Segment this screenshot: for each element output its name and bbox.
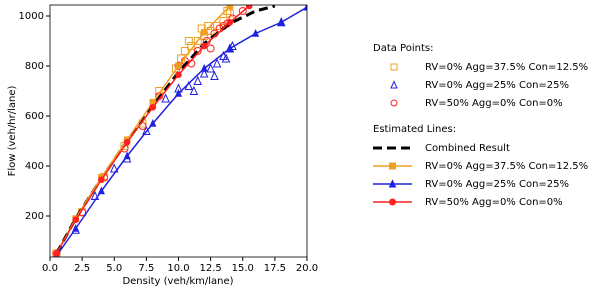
x-axis-label: Density (veh/km/lane) — [122, 276, 233, 287]
point — [193, 37, 202, 45]
legend-label: RV=0% Agg=25% Con=25% — [425, 80, 569, 91]
x-tick-label: 17.5 — [264, 263, 286, 274]
point — [221, 53, 231, 63]
point — [52, 249, 61, 257]
legend-label: RV=0% Agg=37.5% Con=12.5% — [425, 62, 588, 73]
line-marker — [200, 64, 208, 72]
point — [212, 58, 222, 68]
point — [142, 125, 151, 135]
line-marker — [98, 176, 105, 184]
axes-frame — [49, 4, 308, 258]
x-tick-label: 5.0 — [106, 263, 122, 274]
point — [204, 22, 213, 30]
x-tick-label: 7.5 — [138, 263, 154, 274]
x-tick-label: 12.5 — [199, 263, 221, 274]
x-tick-label: 0.0 — [42, 263, 58, 274]
line-marker — [149, 103, 157, 111]
point — [206, 63, 215, 73]
plot-area — [52, 5, 307, 257]
point — [213, 22, 222, 30]
line-marker — [174, 89, 183, 97]
legend-marker — [390, 80, 398, 89]
point — [199, 68, 209, 78]
point — [161, 93, 170, 103]
legend-label: RV=0% Agg=37.5% Con=12.5% — [425, 161, 588, 172]
line-marker — [175, 62, 182, 70]
line-marker — [200, 42, 208, 50]
legend-label: Combined Result — [425, 143, 510, 154]
legend-marker — [390, 99, 398, 107]
line — [55, 6, 307, 257]
line-marker — [149, 119, 157, 127]
line-marker — [123, 151, 131, 160]
line-marker — [53, 250, 60, 257]
legend-title: Estimated Lines: — [373, 124, 456, 135]
legend-marker — [390, 63, 398, 71]
x-tick-label: 10.0 — [167, 263, 189, 274]
point — [238, 7, 247, 15]
x-tick-label: 2.5 — [74, 263, 90, 274]
legend-marker — [389, 162, 396, 170]
line — [55, 5, 276, 255]
line-marker — [226, 5, 234, 10]
line-marker — [72, 216, 79, 224]
point — [225, 9, 234, 18]
y-tick-label: 1000 — [19, 11, 44, 22]
point — [184, 37, 193, 45]
line-marker — [72, 224, 80, 232]
line-marker — [277, 17, 285, 26]
line — [55, 5, 231, 254]
legend-title: Data Points: — [373, 43, 433, 54]
y-axis-label: Flow (veh/hr/lane) — [7, 86, 18, 177]
y-tick-label: 200 — [25, 211, 44, 222]
point — [174, 62, 183, 70]
point — [193, 75, 203, 85]
line — [55, 5, 250, 254]
point — [189, 85, 199, 95]
point — [206, 44, 215, 53]
legend-label: RV=50% Agg=0% Con=0% — [425, 197, 563, 208]
legend-marker — [389, 198, 396, 206]
legend-label: RV=50% Agg=0% Con=0% — [425, 98, 563, 109]
line-marker — [226, 18, 234, 26]
y-tick-label: 400 — [25, 161, 44, 172]
line-marker — [245, 5, 253, 10]
point — [109, 163, 119, 173]
y-tick-label: 600 — [25, 111, 44, 122]
point — [155, 87, 164, 95]
line-marker — [252, 29, 260, 37]
x-tick-label: 15.0 — [232, 263, 254, 274]
point — [180, 47, 189, 55]
legend-label: RV=0% Agg=25% Con=25% — [425, 179, 569, 190]
y-tick-label: 800 — [25, 61, 44, 72]
point — [210, 70, 219, 80]
line-marker — [175, 71, 182, 79]
line-marker — [303, 5, 307, 11]
line-marker — [226, 44, 234, 52]
line-marker — [123, 138, 131, 146]
line-marker — [97, 186, 105, 195]
x-tick-label: 20.0 — [296, 263, 318, 274]
line-marker — [200, 28, 208, 36]
legend-marker — [388, 179, 397, 188]
point — [193, 47, 202, 55]
